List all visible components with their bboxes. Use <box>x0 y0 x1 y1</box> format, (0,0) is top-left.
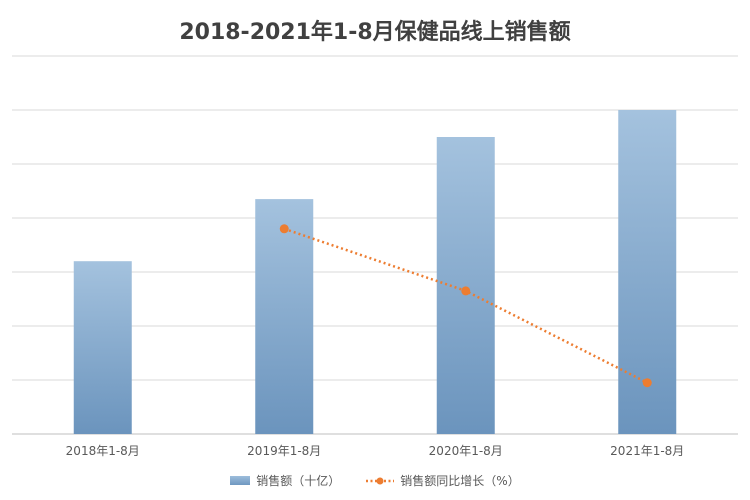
chart-title: 2018-2021年1-8月保健品线上销售额 <box>179 20 571 45</box>
legend-label-sales: 销售额（十亿） <box>256 474 341 488</box>
growth-point <box>461 286 471 296</box>
legend: 销售额（十亿） 销售额同比增长（%） <box>0 472 750 489</box>
x-tick-label: 2021年1-8月 <box>610 444 684 458</box>
x-tick-label: 2019年1-8月 <box>247 444 321 458</box>
legend-item-sales: 销售额（十亿） <box>230 472 340 489</box>
x-tick-label: 2020年1-8月 <box>429 444 503 458</box>
legend-item-growth: 销售额同比增长（%） <box>366 472 520 489</box>
growth-point <box>279 224 289 234</box>
legend-label-growth: 销售额同比增长（%） <box>400 474 520 488</box>
legend-line-swatch <box>366 477 395 484</box>
line-series <box>279 224 652 388</box>
legend-bar-swatch <box>230 476 251 485</box>
gridlines <box>12 55 738 435</box>
bar-2019年1-8月 <box>255 199 314 434</box>
x-axis-labels: 2018年1-8月 2019年1-8月 2020年1-8月 2021年1-8月 <box>66 444 685 458</box>
growth-point <box>642 378 652 388</box>
x-tick-label: 2018年1-8月 <box>66 444 140 458</box>
bar-2018年1-8月 <box>73 261 132 434</box>
bar-2020年1-8月 <box>436 137 495 434</box>
